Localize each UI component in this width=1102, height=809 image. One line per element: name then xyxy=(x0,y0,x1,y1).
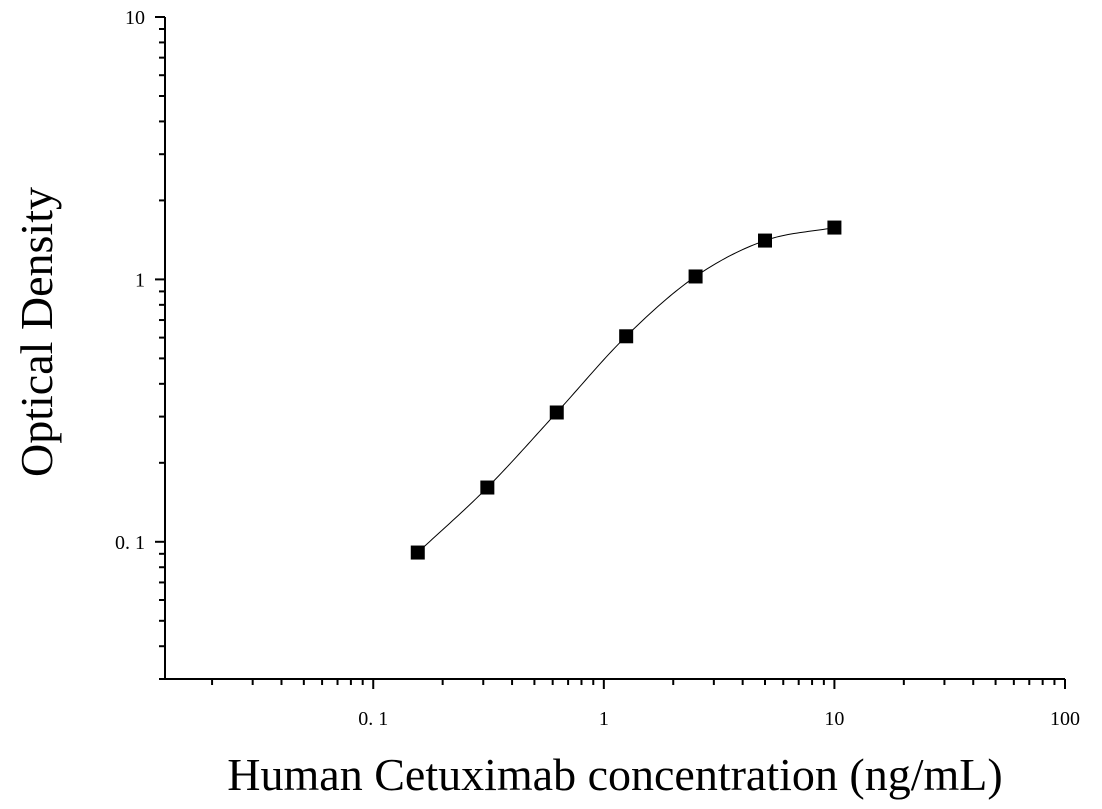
y-axis-title: Optical Density xyxy=(11,187,62,477)
y-tick-label: 10 xyxy=(125,7,145,29)
tick-labels: 0. 1 1 10 100 0. 1 1 10 xyxy=(115,7,1080,730)
x-tick-label: 0. 1 xyxy=(358,708,388,730)
ticks xyxy=(155,16,1066,689)
data-point xyxy=(827,220,842,235)
fit-curve xyxy=(417,227,835,553)
data-point xyxy=(410,545,425,560)
x-axis-title: Human Cetuximab concentration (ng/mL) xyxy=(227,749,1002,800)
data-point xyxy=(758,233,772,248)
data-point xyxy=(619,329,634,344)
data-point xyxy=(480,480,495,495)
axes xyxy=(164,17,1065,680)
data-markers xyxy=(410,220,842,560)
data-point xyxy=(688,269,703,284)
y-tick-label: 0. 1 xyxy=(115,532,145,554)
x-tick-label: 1 xyxy=(599,708,609,730)
x-tick-label: 100 xyxy=(1050,708,1080,730)
x-tick-label: 10 xyxy=(824,708,844,730)
data-point xyxy=(549,405,564,420)
y-tick-label: 1 xyxy=(135,269,145,291)
